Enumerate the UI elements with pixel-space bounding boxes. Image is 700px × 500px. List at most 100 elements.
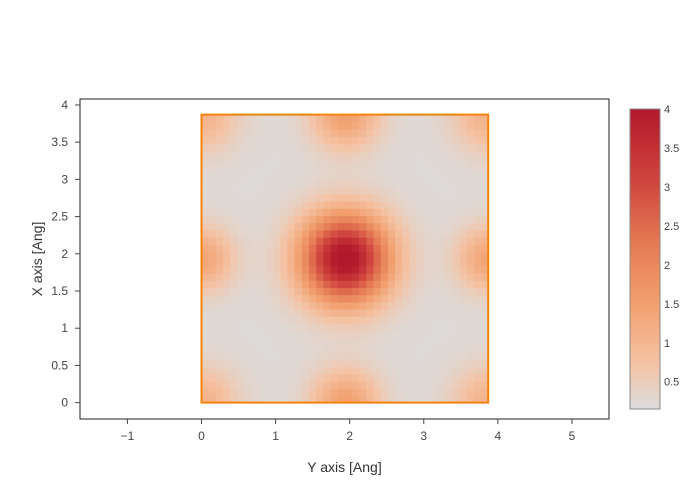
heatmap-cell — [201, 330, 210, 339]
heatmap-cell — [423, 316, 432, 325]
heatmap-cell — [230, 251, 238, 260]
heatmap-cell — [352, 244, 360, 253]
heatmap-cell — [237, 165, 246, 173]
heatmap-cell — [301, 201, 310, 209]
heatmap-cell — [344, 208, 353, 217]
colorbar-tick-label: 0.5 — [664, 377, 679, 389]
heatmap-cell — [395, 193, 403, 202]
heatmap-cell — [366, 193, 375, 202]
heatmap-cell — [280, 179, 289, 188]
heatmap-cell — [481, 121, 489, 130]
heatmap-cell — [344, 388, 353, 397]
heatmap-cell — [387, 366, 396, 375]
heatmap-cell — [337, 345, 346, 353]
heatmap-cell — [387, 222, 396, 231]
heatmap-cell — [466, 150, 475, 159]
heatmap-cell — [344, 316, 353, 325]
heatmap-cell — [215, 136, 224, 145]
x-tick-label: 5 — [569, 429, 576, 443]
heatmap-cell — [373, 294, 382, 303]
heatmap-cell — [380, 208, 389, 217]
heatmap-cell — [473, 229, 482, 238]
heatmap-cell — [337, 280, 346, 289]
heatmap-cell — [323, 208, 332, 217]
heatmap-cell — [309, 330, 317, 339]
heatmap-cell — [287, 309, 296, 317]
heatmap-cell — [344, 193, 353, 202]
heatmap-cell — [452, 381, 461, 389]
heatmap-cell — [380, 129, 389, 137]
heatmap-cell — [380, 330, 389, 339]
heatmap-cell — [316, 330, 324, 339]
heatmap-cell — [373, 265, 382, 274]
heatmap-cell — [423, 172, 432, 181]
heatmap-cell — [359, 381, 367, 389]
heatmap-cell — [215, 280, 224, 289]
heatmap-cell — [423, 345, 432, 353]
heatmap-cell — [423, 201, 432, 209]
heatmap-cell — [409, 201, 418, 209]
heatmap-cell — [344, 201, 353, 209]
heatmap-cell — [359, 222, 367, 231]
heatmap-cell — [473, 265, 482, 274]
heatmap-cell — [215, 359, 224, 368]
heatmap-cell — [301, 251, 310, 260]
heatmap-cell — [309, 150, 317, 159]
x-tick-label: 0 — [198, 429, 205, 443]
heatmap-cell — [230, 388, 238, 397]
heatmap-cell — [438, 381, 446, 389]
heatmap-cell — [459, 309, 468, 317]
heatmap-cell — [237, 129, 246, 137]
heatmap-cell — [244, 388, 253, 397]
heatmap-cell — [280, 337, 289, 346]
heatmap-cell — [387, 287, 396, 296]
heatmap-cell — [244, 323, 253, 332]
heatmap-cell — [330, 258, 339, 267]
heatmap-cell — [251, 388, 260, 397]
heatmap-cell — [316, 121, 324, 130]
heatmap-cell — [294, 150, 303, 159]
heatmap-cell — [244, 165, 253, 173]
heatmap-cell — [416, 316, 425, 325]
heatmap-cell — [287, 287, 296, 296]
heatmap-cells — [201, 114, 489, 404]
heatmap-cell — [201, 244, 210, 253]
heatmap-cell — [466, 316, 475, 325]
heatmap-cell — [280, 201, 289, 209]
heatmap-cell — [223, 222, 231, 231]
heatmap-cell — [323, 258, 332, 267]
heatmap-cell — [237, 193, 246, 202]
heatmap-cell — [445, 323, 453, 332]
heatmap-cell — [266, 388, 274, 397]
heatmap-cell — [223, 287, 231, 296]
heatmap-cell — [387, 359, 396, 368]
heatmap-cell — [459, 280, 468, 289]
heatmap-cell — [273, 381, 281, 389]
heatmap-cell — [473, 165, 482, 173]
heatmap-cell — [387, 179, 396, 188]
heatmap-cell — [337, 136, 346, 145]
heatmap-cell — [258, 316, 267, 325]
heatmap-cell — [258, 301, 267, 310]
heatmap-cell — [251, 222, 260, 231]
heatmap-cell — [438, 352, 446, 361]
heatmap-cell — [373, 136, 382, 145]
heatmap-cell — [223, 172, 231, 181]
heatmap-cell — [230, 222, 238, 231]
heatmap-cell — [244, 280, 253, 289]
heatmap-cell — [445, 157, 453, 166]
heatmap-cell — [251, 215, 260, 224]
heatmap-cell — [359, 373, 367, 382]
heatmap-cell — [223, 150, 231, 159]
heatmap-cell — [445, 237, 453, 245]
heatmap-cell — [258, 345, 267, 353]
heatmap-cell — [409, 265, 418, 274]
heatmap-cell — [387, 280, 396, 289]
heatmap-cell — [481, 359, 489, 368]
heatmap-cell — [344, 222, 353, 231]
heatmap-cell — [359, 215, 367, 224]
heatmap-cell — [387, 150, 396, 159]
heatmap-cell — [330, 222, 339, 231]
heatmap-cell — [423, 193, 432, 202]
heatmap-cell — [473, 388, 482, 397]
